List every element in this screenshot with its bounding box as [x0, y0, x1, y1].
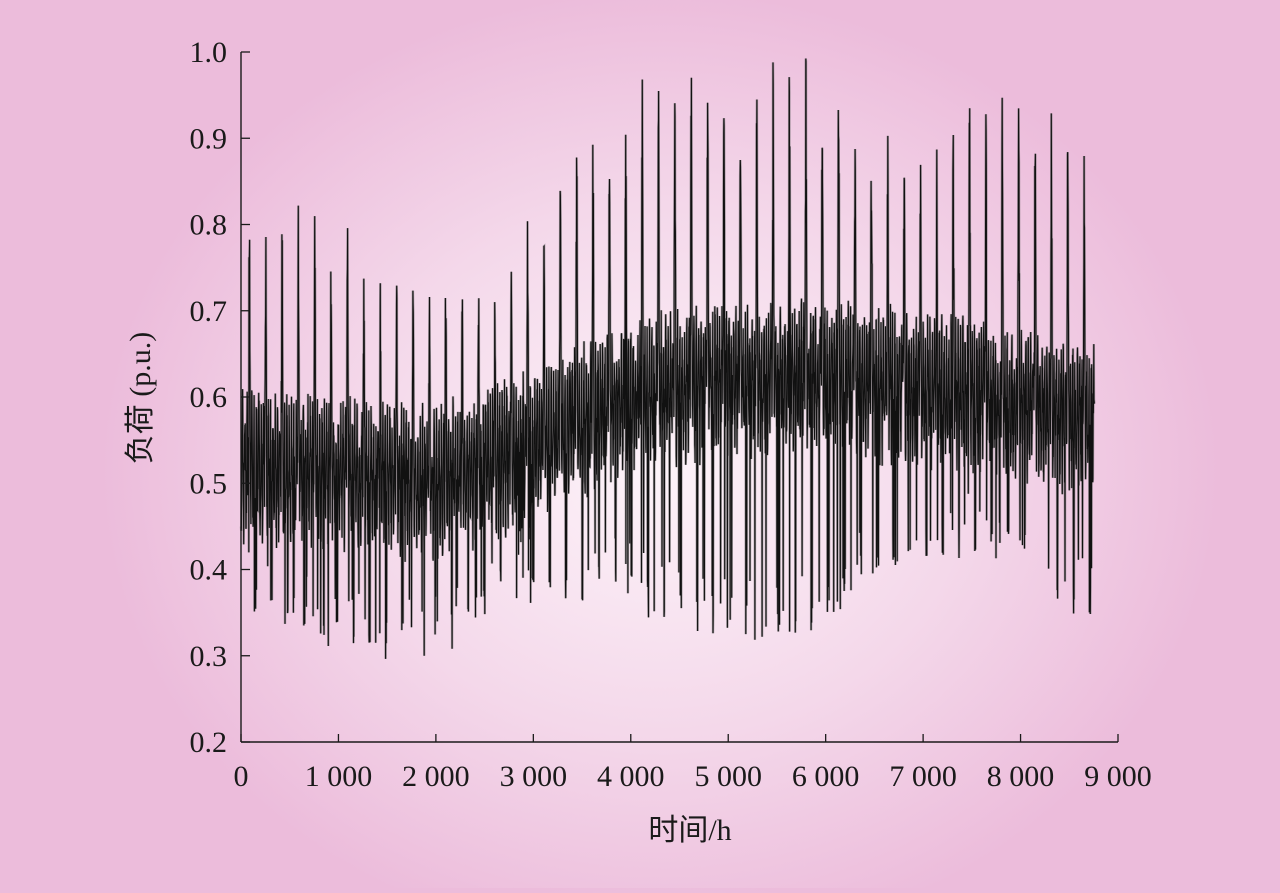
y-ticks: 0.2 0.3 0.4 0.5 0.6 0.7 0.8 0.9 1.0 [190, 36, 250, 759]
y-tick-label: 0.9 [190, 122, 228, 155]
y-tick-label: 0.5 [190, 467, 228, 500]
y-tick-label: 0.3 [190, 640, 228, 673]
x-tick-label: 2 000 [402, 760, 470, 793]
x-tick-label: 1 000 [305, 760, 373, 793]
x-axis-label: 时间/h [648, 814, 731, 847]
x-tick-label: 6 000 [792, 760, 860, 793]
y-tick-label: 0.7 [190, 295, 228, 328]
x-tick-label: 7 000 [889, 760, 957, 793]
y-tick-label: 0.6 [190, 381, 228, 414]
load-series-line [240, 58, 1095, 659]
y-tick-label: 0.4 [190, 554, 228, 587]
y-tick-label: 1.0 [190, 36, 228, 69]
x-tick-label: 5 000 [694, 760, 762, 793]
x-ticks: 0 1 000 2 000 3 000 4 000 5 000 6 000 7 000 8 00… [234, 734, 1152, 793]
x-tick-label: 0 [234, 760, 249, 793]
y-tick-label: 0.8 [190, 209, 228, 242]
series-layer [239, 58, 1096, 659]
y-tick-label: 0.2 [190, 726, 228, 759]
x-tick-label: 4 000 [597, 760, 665, 793]
x-tick-label: 3 000 [500, 760, 568, 793]
x-tick-label: 8 000 [987, 760, 1055, 793]
axes: 0 1 000 2 000 3 000 4 000 5 000 6 000 7 000 8 00… [190, 36, 1152, 793]
y-axis-label: 负荷 (p.u.) [124, 332, 157, 464]
x-tick-label: 9 000 [1084, 760, 1152, 793]
